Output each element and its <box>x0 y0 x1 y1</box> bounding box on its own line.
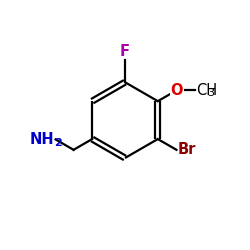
Text: 2: 2 <box>54 138 62 148</box>
Text: 3: 3 <box>207 88 214 98</box>
Text: CH: CH <box>196 83 218 98</box>
Text: O: O <box>170 83 183 98</box>
Text: F: F <box>120 44 130 59</box>
Text: NH: NH <box>30 132 54 147</box>
Text: Br: Br <box>178 142 196 157</box>
